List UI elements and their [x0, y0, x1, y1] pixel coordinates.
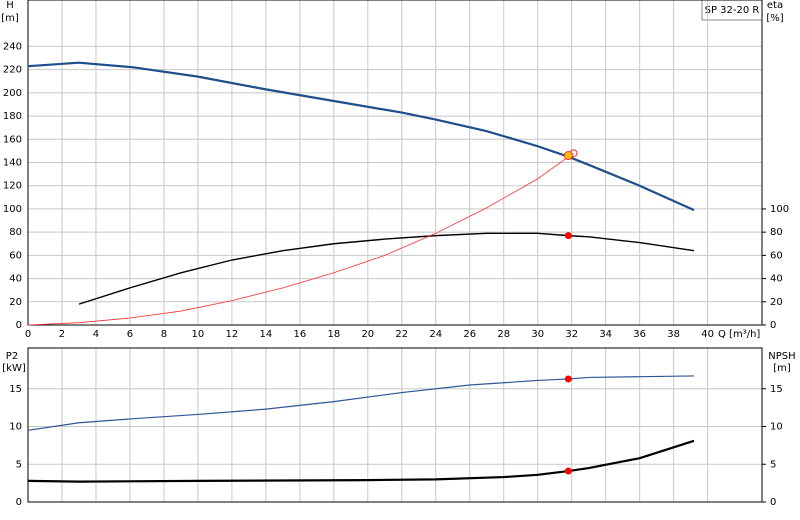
y-tick-label: 10 [9, 422, 22, 433]
marker [563, 151, 573, 161]
x-tick-label: 30 [531, 329, 544, 340]
x-tick-label: 6 [127, 329, 133, 340]
y2-tick-label: 10 [770, 422, 783, 433]
y-label: P2 [6, 351, 18, 362]
y-tick-label: 20 [9, 297, 22, 308]
y-tick-label: 60 [9, 250, 22, 261]
y-tick-label: 100 [3, 204, 22, 215]
y-tick-label: 0 [16, 497, 22, 508]
x-tick-label: 38 [667, 329, 680, 340]
y-tick-label: 200 [3, 88, 22, 99]
curve [27, 152, 574, 326]
y-tick-label: 140 [3, 158, 22, 169]
x-axis-label: Q [m³/h] [718, 329, 760, 340]
x-tick-label: 16 [293, 329, 306, 340]
y-tick-label: 80 [9, 227, 22, 238]
y2-tick-label: 20 [770, 297, 783, 308]
x-tick-label: 26 [463, 329, 476, 340]
y-tick-label: 40 [9, 274, 22, 285]
x-tick-label: 12 [226, 329, 239, 340]
chart-title: SP 32-20 R [705, 5, 760, 16]
plot-frame [27, 0, 763, 326]
y2-label: NPSH [768, 351, 795, 362]
marker [564, 232, 572, 240]
y-tick-label: 220 [3, 65, 22, 76]
y-tick-label: 160 [3, 134, 22, 145]
plot-frame [27, 347, 763, 503]
y2-unit: [m] [773, 363, 791, 374]
curve [27, 439, 695, 483]
y-label: H [6, 0, 14, 11]
y2-tick-label: 80 [770, 227, 783, 238]
y2-tick-label: 0 [770, 497, 776, 508]
x-tick-label: 20 [361, 329, 374, 340]
x-tick-label: 40 [701, 329, 714, 340]
x-tick-label: 14 [260, 329, 273, 340]
y-unit: [m] [1, 13, 19, 24]
x-tick-label: 36 [633, 329, 646, 340]
y2-tick-label: 40 [770, 274, 783, 285]
y-tick-label: 240 [3, 41, 22, 52]
marker [564, 375, 572, 383]
y2-tick-label: 100 [770, 204, 789, 215]
x-tick-label: 10 [192, 329, 205, 340]
y-tick-label: 180 [3, 111, 22, 122]
y-tick-label: 15 [9, 384, 22, 395]
curve [27, 61, 695, 212]
y2-tick-label: 60 [770, 250, 783, 261]
x-tick-label: 28 [497, 329, 510, 340]
x-tick-label: 32 [565, 329, 578, 340]
y2-tick-label: 5 [770, 459, 776, 470]
x-tick-label: 22 [395, 329, 408, 340]
x-tick-label: 4 [93, 329, 99, 340]
x-tick-label: 34 [599, 329, 612, 340]
curve [27, 375, 695, 431]
y-tick-label: 0 [16, 320, 22, 331]
marker [564, 467, 572, 475]
x-tick-label: 18 [327, 329, 340, 340]
x-tick-label: 0 [25, 329, 31, 340]
curve [78, 232, 695, 305]
y2-tick-label: 0 [770, 320, 776, 331]
y2-unit: [%] [766, 13, 783, 24]
x-tick-label: 2 [59, 329, 65, 340]
y-unit: [kW] [2, 363, 26, 374]
y-tick-label: 5 [16, 459, 22, 470]
x-tick-label: 8 [161, 329, 167, 340]
y2-tick-label: 15 [770, 384, 783, 395]
y2-label: eta [767, 0, 783, 11]
y-tick-label: 120 [3, 181, 22, 192]
x-tick-label: 24 [429, 329, 442, 340]
